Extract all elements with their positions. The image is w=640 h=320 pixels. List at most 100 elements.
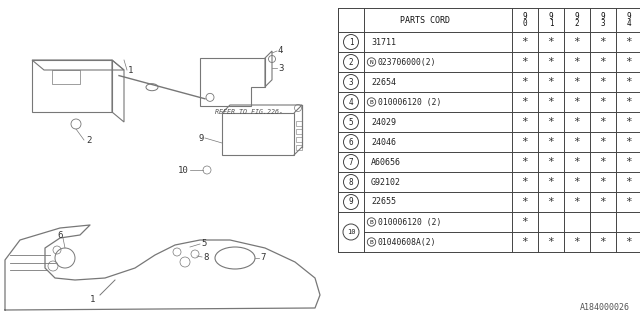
Text: *: * [626, 177, 632, 187]
Text: *: * [548, 77, 554, 87]
Text: 6: 6 [58, 231, 63, 241]
Text: *: * [573, 37, 580, 47]
Text: 10: 10 [179, 165, 189, 174]
Text: 3: 3 [278, 63, 284, 73]
Text: *: * [522, 177, 529, 187]
Text: *: * [548, 157, 554, 167]
Text: *: * [573, 137, 580, 147]
Text: *: * [626, 157, 632, 167]
Text: *: * [600, 137, 606, 147]
Text: *: * [626, 197, 632, 207]
Text: 4: 4 [349, 98, 353, 107]
Text: *: * [522, 117, 529, 127]
Text: *: * [548, 117, 554, 127]
Bar [296, 129, 302, 134]
Text: *: * [600, 57, 606, 67]
Text: *: * [573, 237, 580, 247]
Text: 9
2: 9 2 [575, 12, 579, 28]
Text: *: * [626, 137, 632, 147]
Text: 4: 4 [278, 45, 284, 54]
Text: 9
3: 9 3 [601, 12, 605, 28]
Text: 9
4: 9 4 [627, 12, 631, 28]
Text: 9
1: 9 1 [548, 12, 554, 28]
Text: 24029: 24029 [371, 117, 396, 126]
Text: 010006120 (2): 010006120 (2) [378, 218, 442, 227]
Text: 010006120 (2): 010006120 (2) [378, 98, 441, 107]
Text: *: * [522, 77, 529, 87]
Text: 22654: 22654 [371, 77, 396, 86]
Text: 5: 5 [201, 239, 206, 249]
Text: 9: 9 [349, 197, 353, 206]
Text: N: N [370, 60, 373, 65]
Text: 7: 7 [349, 157, 353, 166]
Text: *: * [626, 117, 632, 127]
Bar [52, 70, 80, 84]
Text: B: B [370, 220, 373, 225]
Text: *: * [573, 197, 580, 207]
Text: *: * [522, 157, 529, 167]
Text: 8: 8 [203, 252, 209, 261]
Text: *: * [548, 97, 554, 107]
Text: 023706000(2): 023706000(2) [378, 58, 436, 67]
Bar [296, 137, 302, 142]
Text: 9
0: 9 0 [523, 12, 527, 28]
Text: *: * [548, 37, 554, 47]
Text: *: * [522, 217, 529, 227]
Bar [338, 8, 640, 252]
Text: *: * [600, 37, 606, 47]
Text: 5: 5 [349, 117, 353, 126]
Text: *: * [522, 37, 529, 47]
Text: REFER TO FIG.226-: REFER TO FIG.226- [215, 109, 283, 115]
Text: *: * [573, 57, 580, 67]
Text: *: * [600, 117, 606, 127]
Text: *: * [626, 37, 632, 47]
Text: *: * [600, 197, 606, 207]
Text: 2: 2 [86, 135, 92, 145]
Text: 24046: 24046 [371, 138, 396, 147]
Text: *: * [573, 97, 580, 107]
Text: *: * [600, 237, 606, 247]
Text: *: * [573, 77, 580, 87]
Text: *: * [522, 137, 529, 147]
Bar [296, 121, 302, 126]
Text: 1: 1 [90, 295, 96, 305]
Text: 31711: 31711 [371, 37, 396, 46]
Text: 10: 10 [347, 229, 355, 235]
Text: *: * [548, 57, 554, 67]
Text: A60656: A60656 [371, 157, 401, 166]
Text: 1: 1 [128, 66, 133, 75]
Text: G92102: G92102 [371, 178, 401, 187]
Text: 22655: 22655 [371, 197, 396, 206]
Text: 8: 8 [349, 178, 353, 187]
Text: *: * [626, 237, 632, 247]
Text: PARTS CORD: PARTS CORD [400, 15, 450, 25]
Bar [222, 113, 294, 155]
Text: *: * [573, 177, 580, 187]
Text: *: * [600, 157, 606, 167]
Text: *: * [522, 97, 529, 107]
Text: 7: 7 [260, 253, 266, 262]
Text: 1: 1 [349, 37, 353, 46]
Text: *: * [522, 197, 529, 207]
Text: *: * [548, 197, 554, 207]
Text: *: * [548, 177, 554, 187]
Text: 3: 3 [349, 77, 353, 86]
Text: *: * [626, 97, 632, 107]
Text: A184000026: A184000026 [580, 303, 630, 312]
Text: *: * [600, 97, 606, 107]
Text: 01040608A(2): 01040608A(2) [378, 237, 436, 246]
Text: 2: 2 [349, 58, 353, 67]
Text: *: * [573, 117, 580, 127]
Text: *: * [522, 237, 529, 247]
Text: *: * [548, 237, 554, 247]
Text: *: * [600, 77, 606, 87]
Text: 9: 9 [198, 133, 204, 142]
Text: *: * [548, 137, 554, 147]
Text: *: * [626, 57, 632, 67]
Text: B: B [370, 239, 373, 244]
Bar [296, 145, 302, 150]
Text: 6: 6 [349, 138, 353, 147]
Text: B: B [370, 100, 373, 105]
Text: *: * [600, 177, 606, 187]
Text: *: * [573, 157, 580, 167]
